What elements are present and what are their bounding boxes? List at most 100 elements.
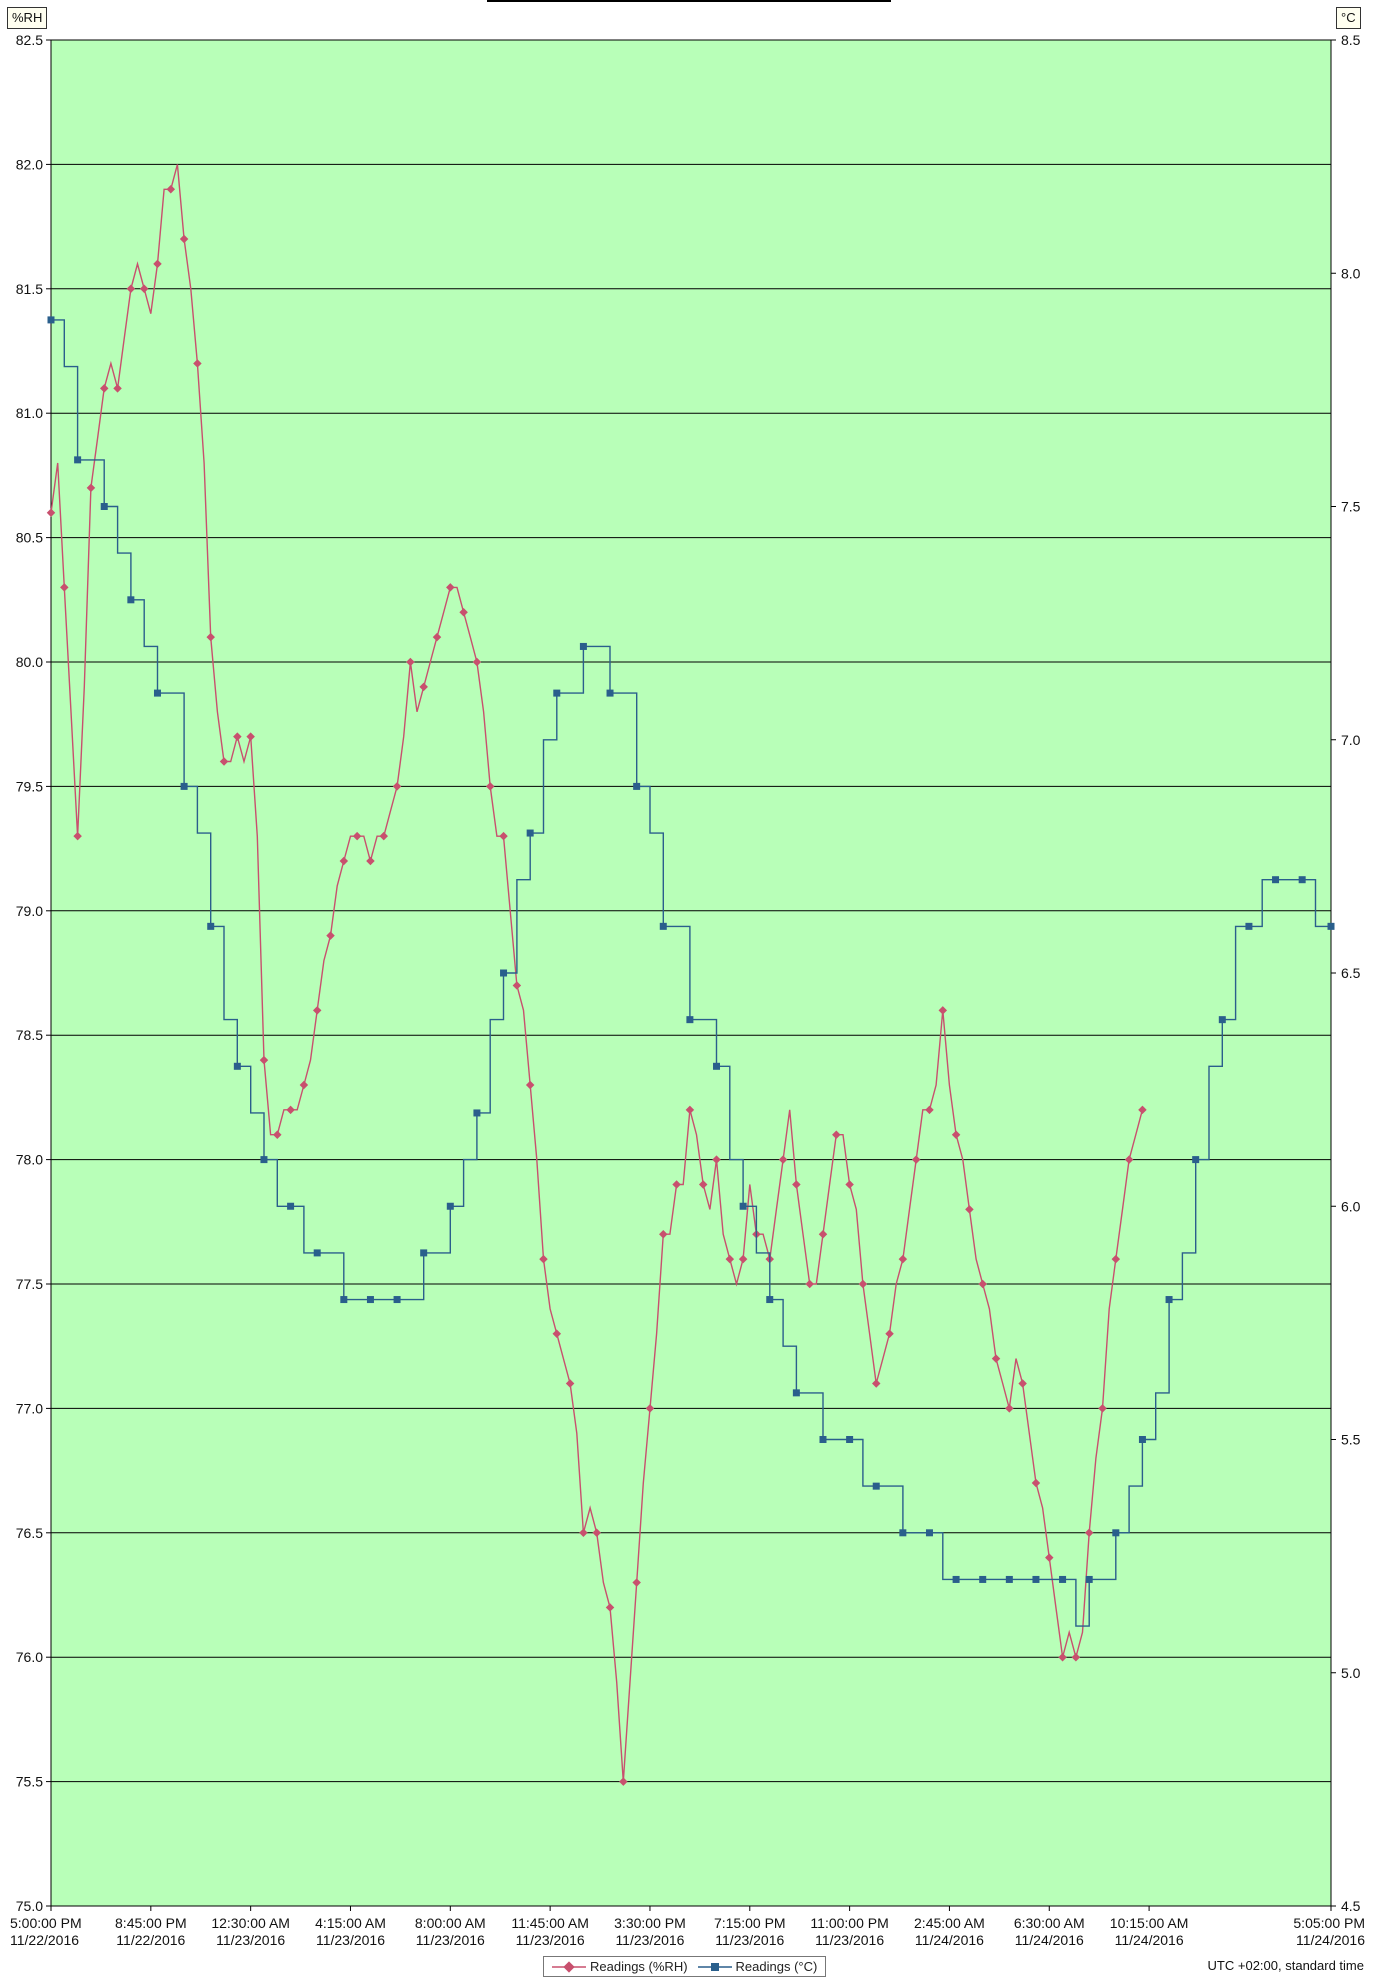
x-tick-label-date: 11/22/2016 — [10, 1932, 79, 1948]
data-point-temp — [47, 316, 55, 324]
data-point-temp — [340, 1296, 348, 1304]
data-point-temp — [1218, 1016, 1226, 1024]
data-point-rh — [166, 185, 176, 194]
data-point-rh — [273, 1130, 282, 1139]
x-tick-label-time: 2:45:00 AM — [914, 1915, 985, 1931]
data-point-temp — [1298, 876, 1306, 884]
legend: Readings (%RH) Readings (°C) — [543, 1956, 827, 1977]
x-tick-label-date: 11/24/2016 — [915, 1932, 984, 1948]
data-point-temp — [819, 1436, 827, 1443]
title-underline — [487, 0, 891, 2]
y-right-tick-label: 7.5 — [1341, 499, 1361, 515]
x-tick-label-time: 11:45:00 AM — [511, 1915, 589, 1931]
data-point-rh — [86, 483, 96, 493]
data-point-temp — [846, 1436, 854, 1443]
x-tick-label-date: 11/24/2016 — [1115, 1932, 1184, 1948]
data-point-rh — [712, 1155, 721, 1164]
y-left-tick-label: 79.5 — [16, 778, 43, 794]
data-point-rh — [312, 1006, 322, 1015]
x-tick-label-date: 11/23/2016 — [316, 1932, 385, 1948]
y-left-tick-label: 81.5 — [16, 281, 43, 297]
data-point-temp — [473, 1109, 481, 1117]
data-point-rh — [778, 1155, 788, 1164]
data-point-temp — [713, 1062, 721, 1070]
legend-item-rh: Readings (%RH) — [552, 1957, 688, 1976]
data-point-rh — [485, 782, 495, 791]
data-point-rh — [179, 234, 189, 244]
x-tick-label-time: 12:30:00 AM — [211, 1915, 290, 1931]
data-point-temp — [553, 689, 561, 697]
data-point-rh — [565, 1379, 575, 1388]
data-point-rh — [698, 1180, 708, 1189]
x-tick-label-time: 5:00:00 PM — [10, 1915, 82, 1931]
y-left-tick-label: 82.5 — [16, 32, 43, 48]
x-tick-label-time: 5:05:00 PM — [1293, 1915, 1365, 1931]
data-point-temp — [979, 1575, 987, 1583]
data-point-rh — [619, 1777, 628, 1786]
data-point-rh — [632, 1578, 641, 1587]
data-point-rh — [379, 831, 388, 841]
data-point-temp — [1272, 876, 1280, 884]
y-left-tick-label: 80.0 — [16, 654, 43, 670]
data-point-rh — [472, 657, 482, 667]
data-point-temp — [74, 456, 82, 464]
data-point-rh — [1031, 1478, 1041, 1488]
data-point-rh — [911, 1155, 921, 1164]
data-point-rh — [432, 632, 442, 642]
data-point-temp — [260, 1156, 268, 1164]
x-tick-label-time: 8:00:00 AM — [415, 1915, 486, 1931]
data-point-rh — [139, 284, 149, 294]
data-point-rh — [898, 1254, 908, 1264]
data-point-rh — [938, 1006, 948, 1015]
data-point-rh — [738, 1254, 748, 1264]
data-point-temp — [659, 922, 667, 930]
y-left-tick-label: 77.0 — [16, 1400, 43, 1416]
x-tick-label-time: 7:15:00 PM — [714, 1915, 786, 1931]
data-point-temp — [766, 1296, 774, 1304]
data-point-rh — [965, 1205, 974, 1214]
data-point-temp — [872, 1482, 880, 1490]
data-point-rh — [845, 1180, 854, 1189]
data-point-temp — [127, 596, 135, 604]
data-point-rh — [419, 682, 428, 692]
legend-swatch-temp — [697, 1962, 732, 1971]
data-point-temp — [1327, 922, 1335, 930]
data-point-temp — [739, 1202, 747, 1210]
data-point-rh — [1005, 1404, 1014, 1413]
data-point-rh — [605, 1603, 615, 1612]
data-point-rh — [1071, 1652, 1081, 1662]
data-point-rh — [725, 1254, 735, 1264]
legend-item-temp: Readings (°C) — [697, 1957, 817, 1976]
data-point-rh — [978, 1279, 987, 1289]
y-left-tick-label: 81.0 — [16, 405, 43, 421]
data-point-temp — [446, 1202, 454, 1210]
data-point-rh — [153, 259, 162, 269]
data-point-rh — [885, 1329, 894, 1339]
data-point-rh — [352, 831, 362, 841]
data-point-rh — [326, 931, 335, 940]
data-point-temp — [1192, 1156, 1200, 1164]
data-point-rh — [406, 657, 415, 667]
data-point-temp — [899, 1529, 907, 1537]
data-point-rh — [1058, 1652, 1067, 1662]
y-right-tick-label: 6.5 — [1341, 965, 1361, 981]
left-axis-unit: %RH — [7, 7, 48, 29]
data-point-temp — [1138, 1436, 1146, 1443]
data-point-temp — [1112, 1529, 1120, 1537]
data-point-rh — [805, 1279, 814, 1289]
data-point-rh — [1124, 1155, 1134, 1164]
data-point-temp — [420, 1249, 428, 1257]
data-point-rh — [286, 1105, 295, 1115]
y-right-tick-label: 5.0 — [1341, 1665, 1361, 1681]
data-point-rh — [645, 1404, 655, 1413]
data-point-temp — [1032, 1575, 1040, 1583]
timezone-note: UTC +02:00, standard time — [1207, 1958, 1364, 1973]
data-point-temp — [287, 1202, 295, 1210]
data-point-temp — [1165, 1296, 1173, 1304]
data-point-rh — [1098, 1404, 1107, 1413]
data-point-rh — [446, 583, 455, 592]
series-line-temp — [51, 319, 1331, 1627]
data-point-temp — [313, 1249, 321, 1257]
data-point-rh — [366, 856, 375, 866]
data-point-temp — [393, 1296, 401, 1304]
